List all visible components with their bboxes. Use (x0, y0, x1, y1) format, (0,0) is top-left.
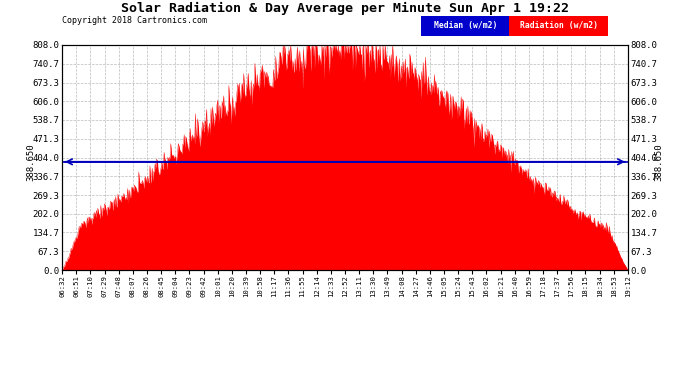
Text: 388.650: 388.650 (26, 143, 35, 181)
Text: 388.650: 388.650 (655, 143, 664, 181)
Title: Solar Radiation & Day Average per Minute Sun Apr 1 19:22: Solar Radiation & Day Average per Minute… (121, 2, 569, 15)
Text: Copyright 2018 Cartronics.com: Copyright 2018 Cartronics.com (62, 16, 207, 25)
